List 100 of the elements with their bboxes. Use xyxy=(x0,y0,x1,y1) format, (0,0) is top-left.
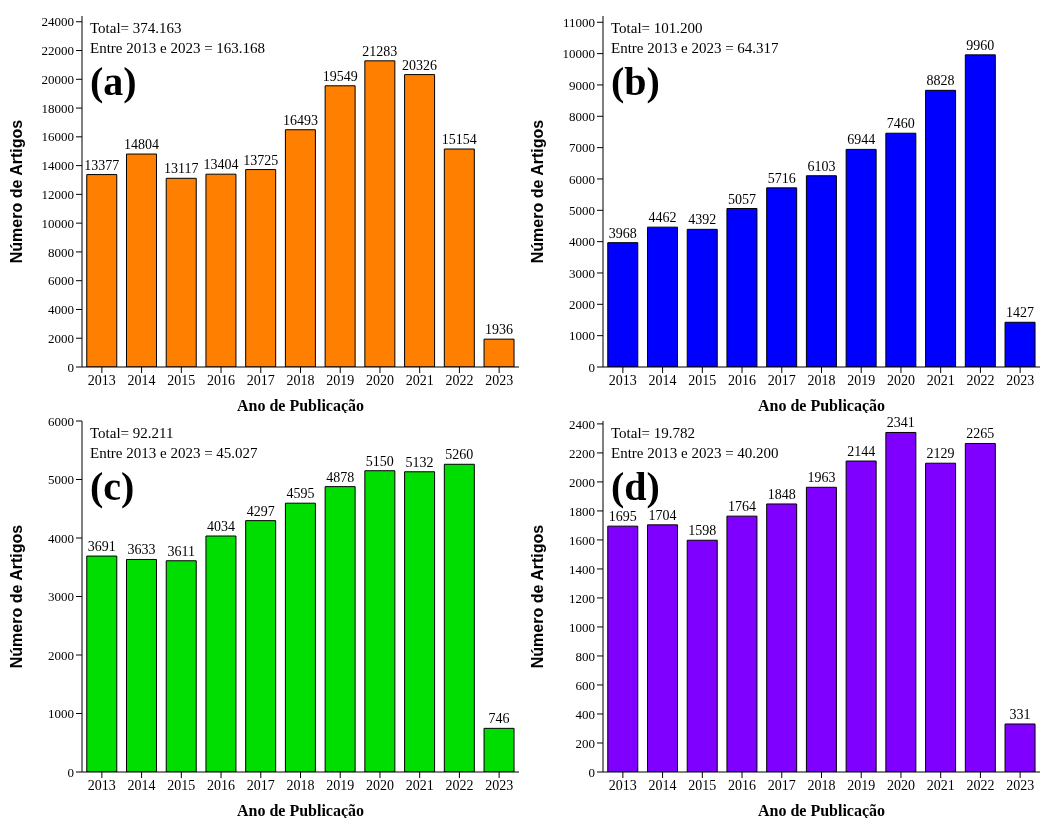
data-label: 9960 xyxy=(966,37,995,53)
annotation: (d) xyxy=(611,464,660,509)
y-tick-label: 10000 xyxy=(562,46,595,62)
data-label: 20326 xyxy=(402,57,438,73)
annotation: Total= 101.200 xyxy=(611,19,704,38)
y-tick-label: 22000 xyxy=(41,43,74,59)
data-label: 2341 xyxy=(886,415,915,431)
data-label: 4595 xyxy=(286,486,315,502)
x-tick-label: 2017 xyxy=(767,777,796,793)
data-label: 4462 xyxy=(648,210,677,226)
annotation: Total= 374.163 xyxy=(90,19,183,38)
x-tick-label: 2023 xyxy=(485,372,514,388)
data-label: 3968 xyxy=(608,225,637,241)
data-label: 1695 xyxy=(608,509,637,525)
x-tick-label: 2014 xyxy=(127,372,156,388)
x-tick-label: 2018 xyxy=(807,777,836,793)
x-tick-label: 2021 xyxy=(405,372,434,388)
data-label: 13117 xyxy=(163,161,199,177)
y-tick-label: 1000 xyxy=(48,706,74,722)
data-label: 2144 xyxy=(847,444,876,460)
data-label: 3691 xyxy=(87,539,116,555)
data-label: 2129 xyxy=(926,446,955,462)
y-tick-label: 12000 xyxy=(41,186,74,202)
y-tick-label: 14000 xyxy=(41,158,74,174)
y-tick-label: 18000 xyxy=(41,100,74,116)
x-tick-label: 2021 xyxy=(926,777,955,793)
y-tick-label: 24000 xyxy=(41,14,74,30)
data-label: 1936 xyxy=(485,322,514,338)
x-tick-label: 2020 xyxy=(886,372,915,388)
y-tick-label: 3000 xyxy=(569,265,595,281)
x-tick-label: 2021 xyxy=(926,372,955,388)
x-tick-label: 2019 xyxy=(326,777,355,793)
x-tick-label: 2022 xyxy=(966,777,995,793)
x-tick-label: 2022 xyxy=(445,777,474,793)
x-tick-label: 2016 xyxy=(207,372,236,388)
y-tick-label: 6000 xyxy=(48,413,74,429)
data-label: 8828 xyxy=(926,73,955,89)
x-tick-label: 2020 xyxy=(365,372,394,388)
annotation: (c) xyxy=(90,464,135,509)
x-tick-label: 2015 xyxy=(688,372,717,388)
x-tick-label: 2015 xyxy=(688,777,717,793)
y-tick-label: 2000 xyxy=(48,330,74,346)
x-tick-label: 2016 xyxy=(728,777,757,793)
x-tick-label: 2019 xyxy=(847,372,876,388)
y-tick-label: 600 xyxy=(575,677,595,693)
y-tick-label: 200 xyxy=(575,735,595,751)
x-tick-label: 2022 xyxy=(966,372,995,388)
data-label: 13404 xyxy=(203,157,239,173)
annotation: Entre 2013 e 2023 = 40.200 xyxy=(611,444,779,463)
data-label: 746 xyxy=(488,711,510,727)
data-label: 331 xyxy=(1009,706,1031,722)
data-label: 1598 xyxy=(688,523,717,539)
y-tick-label: 2200 xyxy=(569,445,595,461)
y-tick-label: 6000 xyxy=(48,273,74,289)
data-label: 19549 xyxy=(322,68,358,84)
x-tick-label: 2014 xyxy=(648,777,677,793)
x-tick-label: 2013 xyxy=(87,777,116,793)
data-label: 2265 xyxy=(966,426,995,442)
x-tick-label: 2018 xyxy=(286,777,315,793)
annotation: (a) xyxy=(90,59,138,104)
annotation: (b) xyxy=(611,59,661,104)
data-label: 1848 xyxy=(767,486,796,502)
x-tick-label: 2017 xyxy=(246,372,275,388)
y-tick-label: 10000 xyxy=(41,215,74,231)
x-tick-label: 2013 xyxy=(608,777,637,793)
y-tick-label: 1800 xyxy=(569,503,595,519)
annotation: Entre 2013 e 2023 = 163.168 xyxy=(90,39,266,58)
y-tick-label: 4000 xyxy=(48,302,74,318)
y-axis-title: Número de Artigos xyxy=(7,524,25,669)
y-tick-label: 4000 xyxy=(48,530,74,546)
y-tick-label: 8000 xyxy=(569,108,595,124)
x-tick-label: 2022 xyxy=(445,372,474,388)
y-tick-label: 11000 xyxy=(562,14,595,30)
x-tick-label: 2017 xyxy=(246,777,275,793)
x-tick-label: 2013 xyxy=(87,372,116,388)
data-label: 21283 xyxy=(362,43,398,59)
y-tick-label: 5000 xyxy=(569,202,595,218)
data-label: 5716 xyxy=(767,170,796,186)
data-label: 6944 xyxy=(847,132,876,148)
x-tick-label: 2013 xyxy=(608,372,637,388)
x-tick-label: 2023 xyxy=(1006,372,1035,388)
annotation: Entre 2013 e 2023 = 64.317 xyxy=(611,39,779,58)
y-tick-label: 1200 xyxy=(569,590,595,606)
x-tick-label: 2017 xyxy=(767,372,796,388)
data-label: 4034 xyxy=(206,519,235,535)
y-tick-label: 4000 xyxy=(569,234,595,250)
y-tick-label: 0 xyxy=(588,764,595,780)
x-tick-label: 2018 xyxy=(286,372,315,388)
x-tick-label: 2020 xyxy=(365,777,394,793)
x-tick-label: 2019 xyxy=(326,372,355,388)
x-tick-label: 2018 xyxy=(807,372,836,388)
x-tick-label: 2020 xyxy=(886,777,915,793)
x-tick-label: 2021 xyxy=(405,777,434,793)
data-label: 5150 xyxy=(365,453,394,469)
data-label: 4297 xyxy=(246,503,275,519)
x-tick-label: 2023 xyxy=(485,777,514,793)
y-tick-label: 1000 xyxy=(569,619,595,635)
y-tick-label: 400 xyxy=(575,706,595,722)
x-tick-label: 2015 xyxy=(167,372,196,388)
data-label: 13725 xyxy=(243,152,279,168)
